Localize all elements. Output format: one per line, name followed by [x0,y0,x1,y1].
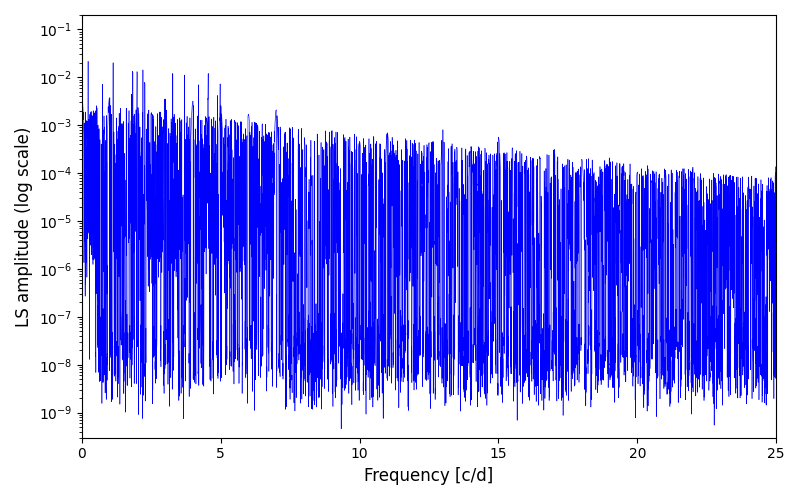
X-axis label: Frequency [c/d]: Frequency [c/d] [364,467,494,485]
Y-axis label: LS amplitude (log scale): LS amplitude (log scale) [15,126,33,326]
